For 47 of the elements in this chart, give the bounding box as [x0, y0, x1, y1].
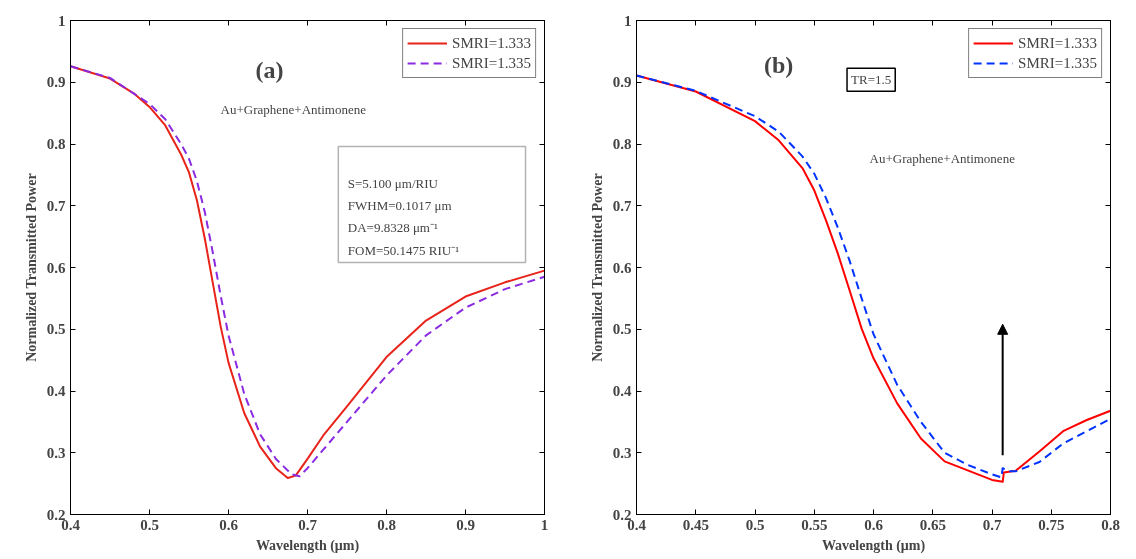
y-tick-label: 0.6: [46, 259, 66, 276]
x-tick-label: 0.6: [864, 516, 884, 533]
x-tick-label: 0.7: [982, 516, 1002, 533]
y-tick-label: 0.8: [612, 136, 632, 152]
x-tick-label: 0.7: [298, 516, 318, 533]
y-tick-label: 0.9: [46, 74, 66, 91]
annotation: TR=1.5: [851, 72, 892, 88]
legend-label: SMRI=1.333: [452, 34, 531, 52]
annotation: (a): [255, 56, 284, 83]
legend-label: SMRI=1.333: [1018, 34, 1097, 52]
y-tick-label: 0.3: [46, 444, 66, 461]
y-tick-label: 0.6: [612, 259, 632, 276]
x-tick-label: 0.8: [1101, 516, 1120, 533]
legend-label: SMRI=1.335: [1018, 54, 1097, 72]
y-tick-label: 0.7: [612, 197, 632, 214]
annotation: Au+Graphene+Antimonene: [220, 101, 367, 117]
annotation: S=5.100 μm/RIU: [347, 176, 439, 192]
x-tick-label: 1: [540, 516, 549, 533]
y-tick-label: 0.5: [612, 321, 632, 338]
x-axis-title: Wavelength (μm): [821, 537, 926, 554]
y-axis-title: Normalized Transmitted Power: [23, 173, 39, 362]
y-tick-label: 0.7: [46, 197, 66, 214]
annotation: FWHM=0.1017 μm: [347, 198, 452, 214]
x-tick-label: 0.5: [745, 516, 765, 533]
y-tick-label: 0.4: [612, 383, 632, 399]
y-axis-title: Normalized Transmitted Power: [589, 173, 605, 362]
annotation: (b): [764, 51, 794, 78]
x-axis-title: Wavelength (μm): [255, 537, 360, 554]
y-tick-label: 0.5: [46, 321, 66, 338]
x-tick-label: 0.45: [682, 516, 709, 533]
x-tick-label: 0.75: [1038, 516, 1065, 533]
x-tick-label: 0.5: [140, 516, 159, 533]
x-tick-label: 0.6: [219, 516, 239, 533]
y-tick-label: 0.4: [46, 383, 66, 399]
annotation: Au+Graphene+Antimonene: [869, 151, 1016, 167]
y-tick-label: 1: [624, 12, 632, 29]
x-tick-label: 0.8: [377, 516, 396, 533]
x-tick-label: 0.9: [456, 516, 475, 533]
x-tick-label: 0.55: [801, 516, 828, 533]
x-tick-label: 0.65: [919, 516, 946, 533]
y-tick-label: 0.9: [612, 74, 632, 91]
y-tick-label: 0.8: [46, 136, 66, 152]
y-tick-label: 0.3: [612, 444, 632, 461]
annotation: FOM=50.1475 RIU⁻¹: [347, 242, 460, 258]
y-tick-label: 1: [58, 12, 66, 29]
legend-label: SMRI=1.335: [452, 54, 531, 72]
annotation: DA=9.8328 μm⁻¹: [347, 220, 438, 236]
